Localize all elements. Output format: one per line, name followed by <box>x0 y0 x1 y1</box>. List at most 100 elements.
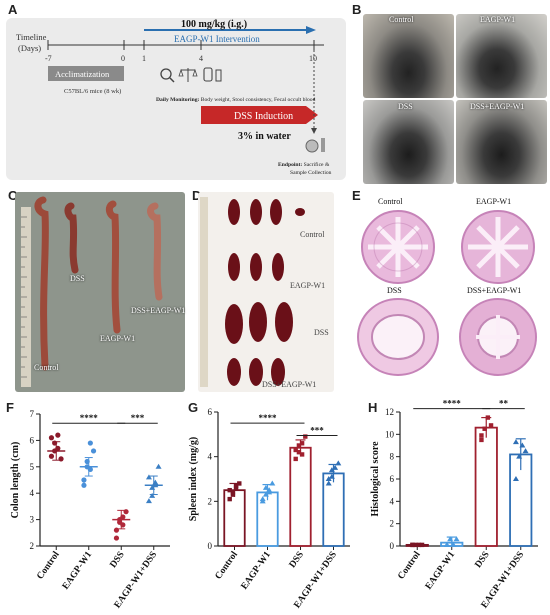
data-point <box>296 450 302 455</box>
e-label-dss-eagp: DSS+EAGP-W1 <box>467 286 522 295</box>
spleen-drawing <box>200 197 305 387</box>
dss-induction-text: DSS Induction <box>234 111 293 122</box>
y-tick-label: 4 <box>30 488 35 498</box>
significance-label: **** <box>443 399 462 409</box>
intervention-arrowhead <box>306 26 316 34</box>
histology-images <box>357 210 537 376</box>
d-label-eagp: EAGP-W1 <box>290 281 326 290</box>
y-tick-label: 5 <box>30 462 35 472</box>
data-point <box>299 452 305 457</box>
b-label-dss-eagp: DSS+EAGP-W1 <box>470 102 525 111</box>
data-point <box>237 481 242 486</box>
c-label-eagp: EAGP-W1 <box>100 334 136 343</box>
y-tick-label: 0 <box>208 541 213 551</box>
data-point <box>522 448 529 454</box>
y-tick-label: 0 <box>390 541 395 551</box>
photo-mouse-eagp <box>456 14 547 98</box>
panel-label-c: C <box>8 188 18 203</box>
y-tick-label: 2 <box>30 541 35 551</box>
data-point <box>519 442 526 448</box>
y-tick-label: 4 <box>390 496 395 506</box>
vial-icon <box>215 69 222 82</box>
photo-colons <box>15 192 185 392</box>
c-label-dss-eagp: DSS+EAGP-W1 <box>131 306 186 315</box>
data-point <box>155 463 162 469</box>
panel-label-e: E <box>352 188 361 203</box>
b-label-eagp: EAGP-W1 <box>480 15 516 24</box>
tick-label-0: 0 <box>121 54 125 63</box>
bar <box>223 489 246 547</box>
monitoring-text: Daily Monitoring: Body weight, Stool con… <box>156 97 316 103</box>
y-tick-label: 4 <box>208 452 213 462</box>
panel-label-g: G <box>188 400 199 415</box>
data-point <box>479 433 484 438</box>
data-point <box>299 441 305 446</box>
x-tick-label: Control <box>35 550 61 582</box>
x-tick-label: DSS <box>474 550 492 570</box>
histology-dss-eagp <box>459 298 537 376</box>
data-point <box>227 496 232 502</box>
timeline-diagram: Timeline (Days) -7 0 1 4 10 100 mg/kg (i… <box>16 19 332 176</box>
chart-histological-score: 0 2 4 6 8 10 12 Histological score Control EAGP-W… <box>370 399 538 610</box>
data-point <box>450 541 457 547</box>
y-tick-label: 12 <box>385 407 394 417</box>
data-point <box>87 440 93 446</box>
timeline-panel: Timeline (Days) -7 0 1 4 10 100 mg/kg (i… <box>6 18 346 180</box>
data-point <box>453 536 460 542</box>
photo-mouse-dss-eagp <box>456 100 547 184</box>
bar <box>289 446 312 547</box>
e-label-eagp: EAGP-W1 <box>476 197 512 206</box>
chart-spleen-index: 0 2 4 6 Spleen index (mg/g) Control EAGP-W1 DSS… <box>188 407 350 610</box>
data-point <box>447 536 454 542</box>
timeline-label: Timeline <box>16 32 47 42</box>
data-point <box>262 484 269 490</box>
histology-eagp <box>461 210 535 284</box>
significance-label: ** <box>499 399 509 409</box>
data-point <box>259 496 266 502</box>
colon-control <box>34 196 49 371</box>
histology-control <box>361 210 435 284</box>
data-point <box>230 492 236 497</box>
c-label-control: Control <box>34 363 59 372</box>
data-point <box>335 460 342 466</box>
data-point <box>443 541 450 547</box>
data-point <box>512 476 519 481</box>
panel-label-a: A <box>8 2 18 17</box>
e-label-control: Control <box>378 197 403 206</box>
significance-label: *** <box>131 413 145 423</box>
significance-label: **** <box>259 413 278 423</box>
dss-water-text: 3% in water <box>238 131 291 142</box>
y-tick-label: 2 <box>208 496 213 506</box>
significance-label: *** <box>310 425 324 435</box>
data-point <box>516 453 523 459</box>
y-tick-label: 7 <box>30 409 35 419</box>
photo-spleens <box>198 192 334 392</box>
endpoint-text-2: Sample Collection <box>290 170 332 176</box>
b-label-control: Control <box>389 15 414 24</box>
b-label-dss: DSS <box>398 102 413 111</box>
data-point <box>113 535 120 541</box>
tick-label-1: 1 <box>142 54 146 63</box>
data-point <box>293 456 298 462</box>
data-point <box>145 498 152 504</box>
y-tick-label: 3 <box>30 515 35 525</box>
data-point <box>227 487 232 493</box>
data-point <box>325 480 332 486</box>
d-label-dss-eagp: DSS+EAGP-W1 <box>262 380 317 389</box>
panel-label-b: B <box>352 2 362 17</box>
data-point <box>230 490 236 495</box>
colon-eagp <box>105 200 121 334</box>
data-point <box>325 476 332 481</box>
data-point <box>482 426 487 431</box>
y-axis-label: Colon length (cm) <box>10 442 21 519</box>
data-point <box>81 477 87 483</box>
tick-label-10: 10 <box>309 54 317 63</box>
dss-induction-arrow <box>201 106 318 124</box>
histology-dss <box>357 298 439 376</box>
tick-label-m7: -7 <box>45 54 52 63</box>
data-point <box>48 453 55 459</box>
data-point <box>262 491 269 497</box>
data-point <box>269 480 276 486</box>
data-point <box>332 464 339 470</box>
magnifier-icon <box>160 68 172 80</box>
